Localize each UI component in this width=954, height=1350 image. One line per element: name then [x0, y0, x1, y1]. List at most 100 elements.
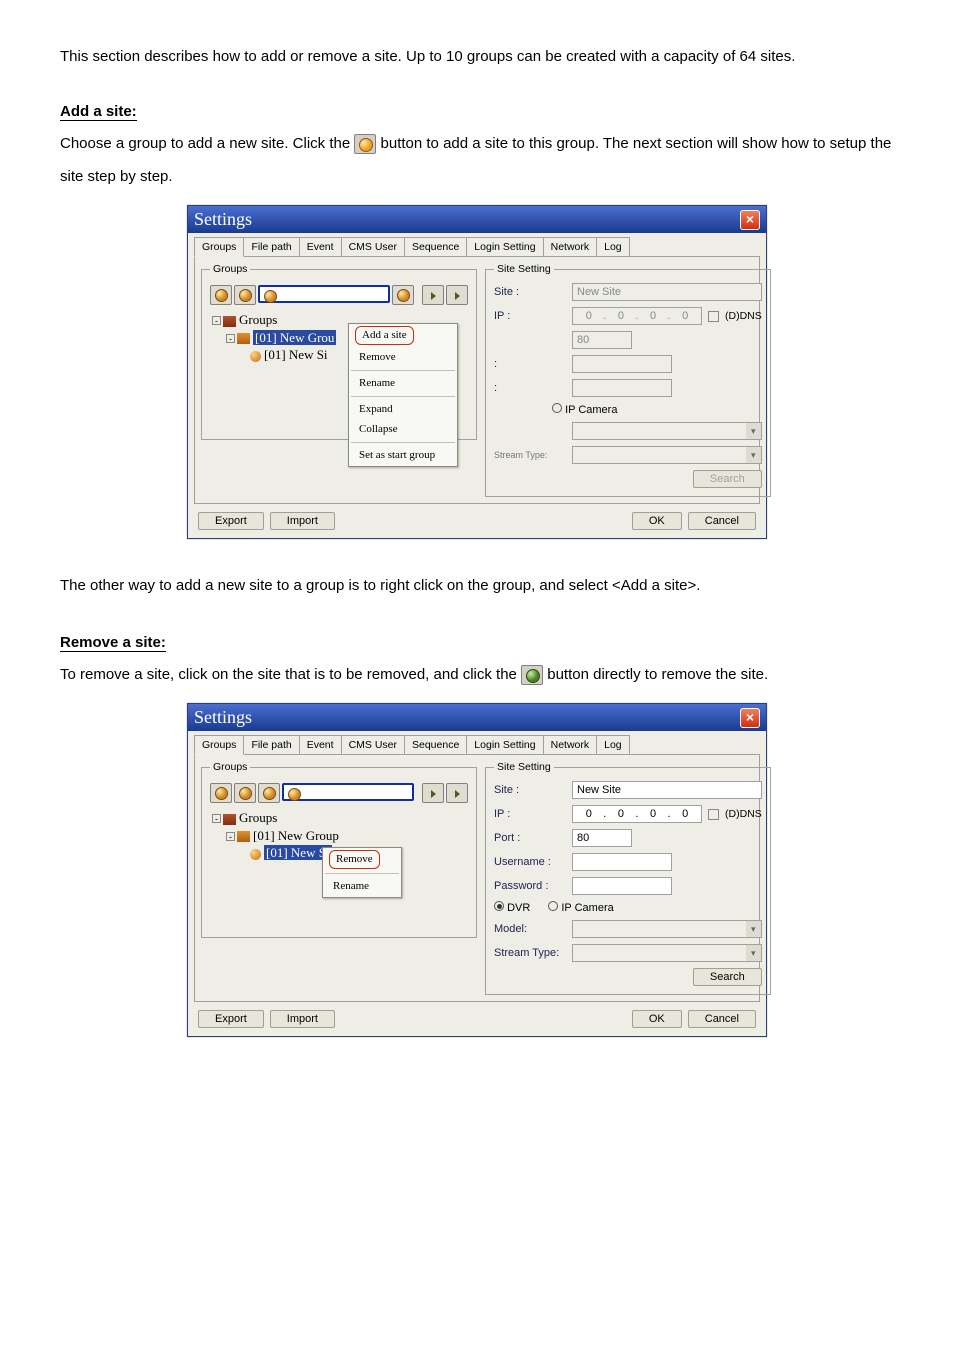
import-button[interactable]: Import [270, 512, 335, 530]
remove-site-toolbar-icon [521, 665, 543, 685]
select-stream-2[interactable] [572, 944, 762, 962]
toolbar-import-icon-2[interactable] [422, 783, 444, 803]
toolbar-icon-4[interactable] [392, 285, 414, 305]
groups-fieldset: Groups -Groups -[01] New Grou [01] New S [201, 263, 477, 440]
label-dvr: DVR [507, 902, 530, 914]
tab-groups-2[interactable]: Groups [194, 735, 244, 755]
tab-log[interactable]: Log [596, 237, 630, 256]
tab-login-2[interactable]: Login Setting [466, 735, 543, 754]
text-before-icon-2: To remove a site, click on the site that… [60, 666, 521, 683]
toolbar-export-icon[interactable] [446, 285, 468, 305]
text-after-icon-2: button directly to remove the site. [547, 666, 768, 683]
export-button[interactable]: Export [198, 512, 264, 530]
checkbox-ddns[interactable] [708, 311, 719, 322]
input-ip-2[interactable]: 0.0.0.0 [572, 805, 702, 823]
tab-event-2[interactable]: Event [299, 735, 342, 754]
label-pass-trim: : [494, 382, 566, 394]
ctx-remove-2[interactable]: Remove [329, 850, 380, 869]
input-ip[interactable]: 0.0.0.0 [572, 307, 702, 325]
tree-root-2[interactable]: Groups [239, 810, 277, 825]
close-icon-2[interactable]: × [740, 708, 760, 728]
label-ipcamera-2: IP Camera [561, 902, 613, 914]
select-model[interactable] [572, 422, 762, 440]
toolbar-remove-site-icon[interactable] [282, 783, 414, 801]
tab-filepath[interactable]: File path [243, 237, 299, 256]
toolbar-icon-1b[interactable] [210, 783, 232, 803]
toolbar-icon-1[interactable] [210, 285, 232, 305]
search-button-2[interactable]: Search [693, 968, 762, 986]
ok-button-2[interactable]: OK [632, 1010, 682, 1028]
checkbox-ddns-2[interactable] [708, 809, 719, 820]
groups-legend-2: Groups [210, 761, 250, 773]
ctx-start-group[interactable]: Set as start group [349, 445, 457, 466]
tab-sequence-2[interactable]: Sequence [404, 735, 467, 754]
toolbar-icon-2b[interactable] [234, 783, 256, 803]
search-button[interactable]: Search [693, 470, 762, 488]
radio-ipcamera-wrap[interactable]: IP Camera [552, 403, 617, 416]
tab-event[interactable]: Event [299, 237, 342, 256]
tab-network[interactable]: Network [543, 237, 598, 256]
select-stream[interactable] [572, 446, 762, 464]
label-user-trim: : [494, 358, 566, 370]
tab-sequence[interactable]: Sequence [404, 237, 467, 256]
tab-groups[interactable]: Groups [194, 237, 244, 257]
label-stream-cut: Stream Type: [494, 450, 566, 460]
ctx-rename[interactable]: Rename [349, 373, 457, 394]
input-username-2[interactable] [572, 853, 672, 871]
cancel-button-2[interactable]: Cancel [688, 1010, 756, 1028]
tab-strip-2: Groups File path Event CMS User Sequence… [188, 731, 766, 754]
site-setting-fieldset: Site Setting Site : IP : 0.0.0.0 (D)DNS [485, 263, 771, 497]
site-setting-legend-2: Site Setting [494, 761, 554, 773]
heading-remove-site: Remove a site: [60, 634, 166, 652]
toolbar-export-icon-2[interactable] [446, 783, 468, 803]
groups-tree-2: -Groups -[01] New Group [01] New Si Remo… [212, 809, 468, 929]
label-port-2: Port : [494, 832, 566, 844]
ok-button[interactable]: OK [632, 512, 682, 530]
label-site: Site : [494, 286, 566, 298]
toolbar-icon-3b[interactable] [258, 783, 280, 803]
ctx-collapse[interactable]: Collapse [349, 419, 457, 440]
tree-root[interactable]: Groups [239, 312, 277, 327]
ctx-expand[interactable]: Expand [349, 399, 457, 420]
ctx-rename-2[interactable]: Rename [323, 876, 401, 897]
radio-ipcamera-wrap-2[interactable]: IP Camera [548, 901, 613, 914]
site-setting-legend: Site Setting [494, 263, 554, 275]
input-username[interactable] [572, 355, 672, 373]
tab-cmsuser-2[interactable]: CMS User [341, 735, 405, 754]
tab-log-2[interactable]: Log [596, 735, 630, 754]
tree-group[interactable]: [01] New Grou [253, 330, 336, 345]
tab-filepath-2[interactable]: File path [243, 735, 299, 754]
toolbar-add-site-icon[interactable] [258, 285, 390, 303]
ctx-add-site[interactable]: Add a site [355, 326, 414, 345]
groups-fieldset-2: Groups -Groups -[01] New Group [01] New [201, 761, 477, 938]
close-icon[interactable]: × [740, 210, 760, 230]
import-button-2[interactable]: Import [270, 1010, 335, 1028]
ctx-remove[interactable]: Remove [349, 347, 457, 368]
label-ip-2: IP : [494, 808, 566, 820]
label-ddns: (D)DNS [725, 310, 762, 322]
toolbar-icon-2[interactable] [234, 285, 256, 305]
export-button-2[interactable]: Export [198, 1010, 264, 1028]
groups-tree: -Groups -[01] New Grou [01] New Si Add a… [212, 311, 468, 431]
cancel-button[interactable]: Cancel [688, 512, 756, 530]
input-password-2[interactable] [572, 877, 672, 895]
toolbar-import-icon[interactable] [422, 285, 444, 305]
tree-site[interactable]: [01] New Si [264, 347, 328, 362]
label-pass-2: Password : [494, 880, 566, 892]
input-password[interactable] [572, 379, 672, 397]
remove-site-paragraph: To remove a site, click on the site that… [60, 658, 894, 691]
input-site-2[interactable] [572, 781, 762, 799]
input-site[interactable] [572, 283, 762, 301]
tree-group-2[interactable]: [01] New Group [253, 828, 339, 843]
tab-login[interactable]: Login Setting [466, 237, 543, 256]
context-menu-site: Remove Rename [322, 847, 402, 898]
radio-dvr-wrap[interactable]: DVR [494, 901, 530, 914]
tab-network-2[interactable]: Network [543, 735, 598, 754]
input-port-2[interactable] [572, 829, 632, 847]
groups-toolbar [210, 285, 468, 305]
input-port[interactable] [572, 331, 632, 349]
label-ddns-2: (D)DNS [725, 808, 762, 820]
label-stream-2: Stream Type: [494, 947, 566, 959]
tab-cmsuser[interactable]: CMS User [341, 237, 405, 256]
select-model-2[interactable] [572, 920, 762, 938]
